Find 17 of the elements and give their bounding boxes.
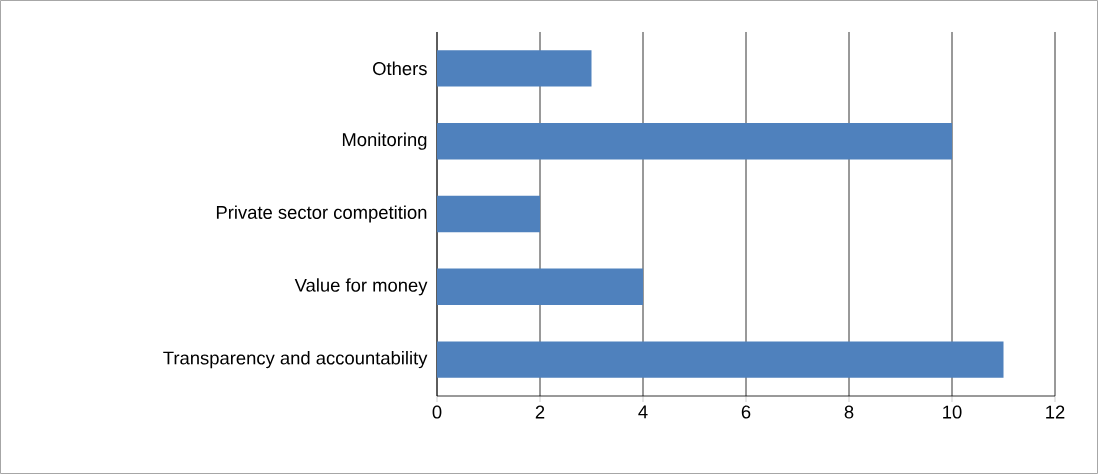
y-tick-label: Monitoring: [342, 132, 427, 150]
bar: [437, 268, 643, 305]
bar: [437, 195, 540, 233]
x-tick-label: 10: [943, 405, 962, 419]
x-tick-label: 8: [844, 405, 854, 419]
y-tick-label: Private sector competition: [216, 205, 427, 223]
x-tick-label: 4: [638, 405, 648, 419]
x-tick-label: 0: [432, 405, 442, 419]
y-tick-label: Others: [373, 61, 427, 76]
y-tick-label: Value for money: [294, 278, 428, 296]
x-tick-label: 12: [1046, 405, 1065, 419]
bar: [437, 50, 592, 87]
bar: [437, 341, 1004, 378]
bar: [437, 123, 953, 160]
y-tick-label: Transparency and accountability: [163, 351, 428, 369]
x-tick-label: 2: [535, 405, 545, 419]
x-tick-label: 6: [741, 405, 751, 419]
